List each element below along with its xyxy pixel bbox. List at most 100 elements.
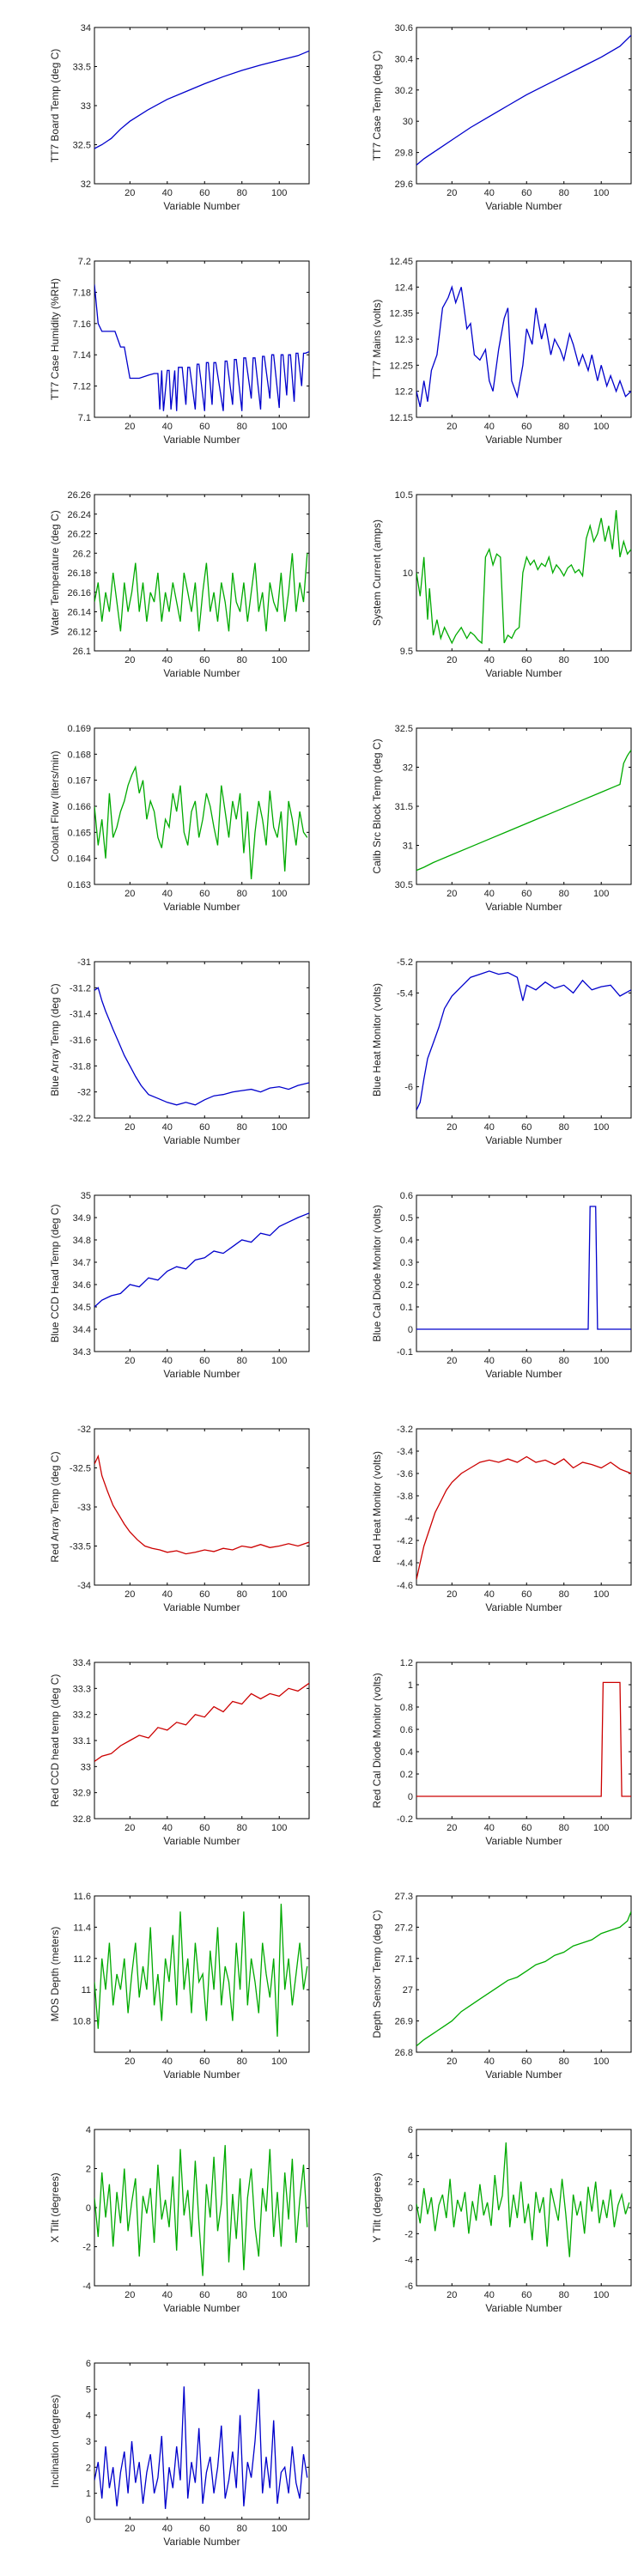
y-tick-label: 7.14: [73, 350, 91, 361]
x-axis-label: Variable Number: [163, 2536, 240, 2548]
x-tick-label: 100: [593, 1356, 609, 1366]
y-tick-label: 2: [408, 2178, 413, 2188]
y-axis-label: X Tilt (degrees): [49, 2172, 61, 2242]
x-tick-label: 60: [199, 1356, 210, 1366]
x-tick-label: 20: [447, 422, 457, 432]
y-tick-label: 12.35: [389, 309, 413, 319]
y-tick-label: 0.165: [67, 828, 91, 838]
y-tick-label: 34.6: [73, 1280, 91, 1291]
x-tick-label: 100: [271, 188, 287, 198]
y-tick-label: 26.14: [67, 608, 91, 618]
x-tick-label: 100: [593, 1122, 609, 1133]
y-tick-label: 7.12: [73, 382, 91, 392]
x-tick-label: 40: [484, 422, 495, 432]
y-tick-label: 33.5: [73, 63, 91, 73]
y-axis-label: MOS Depth (meters): [49, 1927, 61, 2022]
y-tick-label: 32.5: [73, 141, 91, 151]
plot-frame: [94, 727, 310, 885]
x-tick-label: 80: [237, 1823, 247, 1833]
y-tick-label: 34.3: [73, 1347, 91, 1358]
y-tick-label: -4.6: [397, 1581, 413, 1591]
x-tick-label: 60: [521, 1823, 532, 1833]
x-tick-label: 40: [162, 188, 173, 198]
x-axis-label: Variable Number: [163, 1835, 240, 1847]
y-axis-label: Depth Sensor Temp (deg C): [371, 1910, 383, 2038]
y-tick-label: 10: [403, 568, 413, 579]
series-line: [416, 2142, 630, 2257]
x-tick-label: 40: [484, 1589, 495, 1600]
x-tick-label: 20: [447, 1356, 457, 1366]
x-tick-label: 80: [559, 1356, 569, 1366]
y-tick-label: -6: [404, 1083, 413, 1093]
y-tick-label: 0.6: [400, 1191, 413, 1201]
x-tick-label: 100: [593, 422, 609, 432]
y-tick-label: -34: [77, 1581, 91, 1591]
x-tick-label: 40: [484, 188, 495, 198]
y-tick-label: 9.5: [400, 647, 413, 657]
y-axis-label: Red CCD head temp (deg C): [49, 1674, 61, 1807]
y-tick-label: 29.8: [395, 149, 413, 159]
x-axis-label: Variable Number: [163, 200, 240, 212]
x-tick-label: 40: [484, 1356, 495, 1366]
chart-panel-p8: 20 40 60 80 100 30.5 31 31.5 32 32.5 Variable Numb…: [322, 701, 644, 933]
plot-frame: [416, 727, 632, 885]
y-tick-label: 0.163: [67, 880, 91, 890]
x-tick-label: 100: [271, 1356, 287, 1366]
y-tick-label: 0.4: [400, 1747, 413, 1758]
y-tick-label: 0: [408, 1792, 413, 1802]
x-tick-label: 100: [271, 655, 287, 665]
x-tick-label: 100: [593, 1589, 609, 1600]
chart-panel-p19: 20 40 60 80 100 -4 -2 0 2 4 Variable Number X Tilt …: [0, 2102, 322, 2334]
y-tick-label: -4: [82, 2281, 91, 2292]
y-tick-label: 4: [86, 2411, 91, 2421]
chart-svg: 20 40 60 80 100 30.5 31 31.5 32 32.5 Variable Numb…: [371, 724, 632, 913]
y-tick-label: -5.4: [397, 988, 413, 999]
y-tick-label: 0.8: [400, 1703, 413, 1713]
x-tick-label: 80: [559, 1122, 569, 1133]
chart-svg: 20 40 60 80 100 7.1 7.12 7.14 7.16 7.18 7.2 Variabl…: [49, 257, 310, 446]
chart-panel-p21: 20 40 60 80 100 0 1 2 3 4 5 6 Variable Number Inclina…: [0, 2336, 322, 2567]
y-tick-label: 34.9: [73, 1213, 91, 1224]
y-tick-label: 33: [81, 1762, 91, 1772]
y-tick-label: -31.6: [70, 1036, 91, 1046]
x-tick-label: 20: [447, 2057, 457, 2067]
x-tick-label: 20: [125, 889, 135, 899]
y-tick-label: 32: [81, 179, 91, 190]
y-tick-label: 31: [403, 841, 413, 852]
x-axis-label: Variable Number: [163, 2302, 240, 2314]
y-tick-label: 0.168: [67, 750, 91, 760]
x-tick-label: 20: [125, 2524, 135, 2534]
y-tick-label: -4: [404, 2256, 413, 2266]
y-tick-label: 27.2: [395, 1923, 413, 1933]
y-axis-label: TT7 Board Temp (deg C): [49, 49, 61, 163]
x-tick-label: 80: [237, 1122, 247, 1133]
x-tick-label: 40: [484, 1823, 495, 1833]
x-axis-label: Variable Number: [163, 1134, 240, 1146]
y-tick-label: 12.45: [389, 257, 413, 267]
x-axis-label: Variable Number: [163, 667, 240, 679]
plot-frame: [94, 494, 310, 652]
y-tick-label: 0.2: [400, 1280, 413, 1291]
chart-svg: 20 40 60 80 100 -6 -4 -2 0 2 4 6 Variable Number Y Ti…: [371, 2125, 632, 2314]
plot-frame: [416, 1194, 632, 1352]
y-tick-label: 2: [86, 2463, 91, 2473]
y-tick-label: 26.24: [67, 510, 91, 520]
x-tick-label: 100: [271, 422, 287, 432]
y-tick-label: -33.5: [70, 1542, 91, 1552]
y-tick-label: 11.2: [73, 1954, 91, 1965]
chart-svg: 20 40 60 80 100 -34 -33.5 -33 -32.5 -32 Variable N…: [49, 1425, 310, 1613]
x-tick-label: 40: [162, 1122, 173, 1133]
series-line: [416, 1455, 631, 1580]
x-axis-label: Variable Number: [163, 1601, 240, 1613]
chart-panel-p12: 20 40 60 80 100 -0.1 0 0.1 0.2 0.3 0.4 0.5 0.6 Variab…: [322, 1168, 644, 1400]
x-tick-label: 80: [559, 655, 569, 665]
chart-panel-p14: 20 40 60 80 100 -4.6 -4.4 -4.2 -4 -3.8 -3.6 -3.4 -3.…: [322, 1401, 644, 1633]
y-tick-label: 27.1: [395, 1954, 413, 1965]
x-tick-label: 60: [199, 422, 210, 432]
x-tick-label: 20: [447, 1122, 457, 1133]
y-tick-label: 3: [86, 2437, 91, 2447]
y-tick-label: 12.4: [395, 283, 413, 293]
x-tick-label: 60: [521, 1122, 532, 1133]
y-tick-label: -4.4: [397, 1558, 413, 1569]
chart-panel-p15: 20 40 60 80 100 32.8 32.9 33 33.1 33.2 33.3 33.4 Var…: [0, 1635, 322, 1867]
